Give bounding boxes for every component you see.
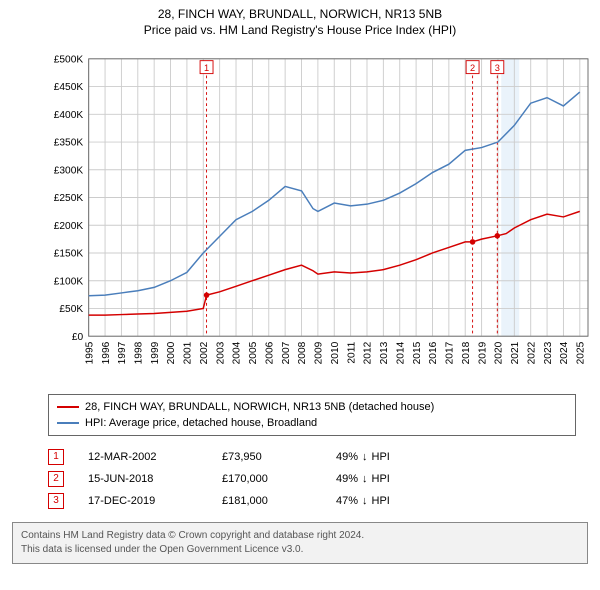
legend-label: HPI: Average price, detached house, Broa… <box>85 415 317 431</box>
arrow-down-icon: ↓ <box>362 446 368 468</box>
legend-swatch <box>57 422 79 424</box>
svg-text:2019: 2019 <box>477 341 488 364</box>
svg-text:£100K: £100K <box>54 276 84 287</box>
sales-row: 1 12-MAR-2002 £73,950 49%↓HPI <box>48 446 576 468</box>
sales-table: 112-MAR-2002£73,95049%↓HPI215-JUN-2018£1… <box>48 446 576 512</box>
svg-text:2003: 2003 <box>215 341 226 364</box>
svg-text:2005: 2005 <box>248 341 259 364</box>
svg-text:2004: 2004 <box>232 341 243 364</box>
sales-row: 3 17-DEC-2019 £181,000 47%↓HPI <box>48 490 576 512</box>
svg-text:2023: 2023 <box>543 341 554 364</box>
arrow-down-icon: ↓ <box>362 490 368 512</box>
sale-diff-pct: 49% <box>336 468 358 490</box>
sale-diff: 49%↓HPI <box>336 446 390 468</box>
footer: Contains HM Land Registry data © Crown c… <box>12 522 588 564</box>
svg-text:2011: 2011 <box>346 341 357 363</box>
svg-text:2022: 2022 <box>526 341 537 364</box>
footer-line-2: This data is licensed under the Open Gov… <box>21 543 579 557</box>
svg-text:3: 3 <box>495 63 500 73</box>
legend-swatch <box>57 406 79 408</box>
svg-text:2000: 2000 <box>166 341 177 364</box>
sale-diff-label: HPI <box>372 468 390 490</box>
svg-text:2025: 2025 <box>576 341 587 364</box>
svg-text:2012: 2012 <box>363 341 374 364</box>
title-line-2: Price paid vs. HM Land Registry's House … <box>0 22 600 38</box>
svg-text:1996: 1996 <box>101 341 112 364</box>
svg-text:£50K: £50K <box>59 304 83 315</box>
svg-text:£400K: £400K <box>54 110 84 121</box>
sale-date: 17-DEC-2019 <box>88 490 198 512</box>
svg-text:£150K: £150K <box>54 249 84 260</box>
svg-text:1: 1 <box>204 63 209 73</box>
svg-text:2018: 2018 <box>461 341 472 364</box>
svg-text:2: 2 <box>470 63 475 73</box>
svg-text:2014: 2014 <box>395 341 406 364</box>
footer-line-1: Contains HM Land Registry data © Crown c… <box>21 529 579 543</box>
svg-text:2009: 2009 <box>314 341 325 364</box>
svg-text:£350K: £350K <box>54 138 84 149</box>
svg-text:2020: 2020 <box>494 341 505 364</box>
svg-text:2016: 2016 <box>428 341 439 364</box>
legend-label: 28, FINCH WAY, BRUNDALL, NORWICH, NR13 5… <box>85 399 434 415</box>
svg-text:2024: 2024 <box>559 341 570 364</box>
svg-text:1998: 1998 <box>133 341 144 364</box>
chart-titles: 28, FINCH WAY, BRUNDALL, NORWICH, NR13 5… <box>0 0 600 38</box>
svg-text:£450K: £450K <box>54 82 84 93</box>
title-line-1: 28, FINCH WAY, BRUNDALL, NORWICH, NR13 5… <box>0 6 600 22</box>
sale-diff: 47%↓HPI <box>336 490 390 512</box>
svg-text:2008: 2008 <box>297 341 308 364</box>
sale-marker-box: 1 <box>48 449 64 465</box>
svg-text:2002: 2002 <box>199 341 210 364</box>
sale-marker-box: 2 <box>48 471 64 487</box>
chart-container: 28, FINCH WAY, BRUNDALL, NORWICH, NR13 5… <box>0 0 600 564</box>
svg-text:£500K: £500K <box>54 55 84 66</box>
svg-text:2015: 2015 <box>412 341 423 364</box>
sale-marker-box: 3 <box>48 493 64 509</box>
arrow-down-icon: ↓ <box>362 468 368 490</box>
sale-date: 15-JUN-2018 <box>88 468 198 490</box>
legend: 28, FINCH WAY, BRUNDALL, NORWICH, NR13 5… <box>48 394 576 436</box>
sales-row: 2 15-JUN-2018 £170,000 49%↓HPI <box>48 468 576 490</box>
sale-diff-pct: 47% <box>336 490 358 512</box>
sale-date: 12-MAR-2002 <box>88 446 198 468</box>
legend-item: HPI: Average price, detached house, Broa… <box>57 415 567 431</box>
sale-diff-pct: 49% <box>336 446 358 468</box>
sale-price: £73,950 <box>222 446 312 468</box>
sale-price: £170,000 <box>222 468 312 490</box>
svg-text:2007: 2007 <box>281 341 292 364</box>
svg-text:1997: 1997 <box>117 341 128 364</box>
chart-svg: 1 2 3 £0 £50K £100K £150K £200K £250K £300K £350K £… <box>48 46 588 386</box>
svg-text:2013: 2013 <box>379 341 390 364</box>
svg-text:1995: 1995 <box>84 341 95 364</box>
svg-text:2017: 2017 <box>445 341 456 364</box>
svg-text:2010: 2010 <box>330 341 341 364</box>
svg-text:1999: 1999 <box>150 341 161 364</box>
sale-diff: 49%↓HPI <box>336 468 390 490</box>
svg-text:2001: 2001 <box>183 341 194 364</box>
svg-text:£250K: £250K <box>54 193 84 204</box>
svg-text:2006: 2006 <box>264 341 275 364</box>
svg-text:£300K: £300K <box>54 165 84 176</box>
legend-item: 28, FINCH WAY, BRUNDALL, NORWICH, NR13 5… <box>57 399 567 415</box>
svg-text:2021: 2021 <box>510 341 521 364</box>
sale-diff-label: HPI <box>372 490 390 512</box>
sale-price: £181,000 <box>222 490 312 512</box>
plot-area: 1 2 3 £0 £50K £100K £150K £200K £250K £300K £350K £… <box>48 46 588 386</box>
sale-diff-label: HPI <box>372 446 390 468</box>
svg-text:£200K: £200K <box>54 221 84 232</box>
svg-text:£0: £0 <box>72 332 84 343</box>
